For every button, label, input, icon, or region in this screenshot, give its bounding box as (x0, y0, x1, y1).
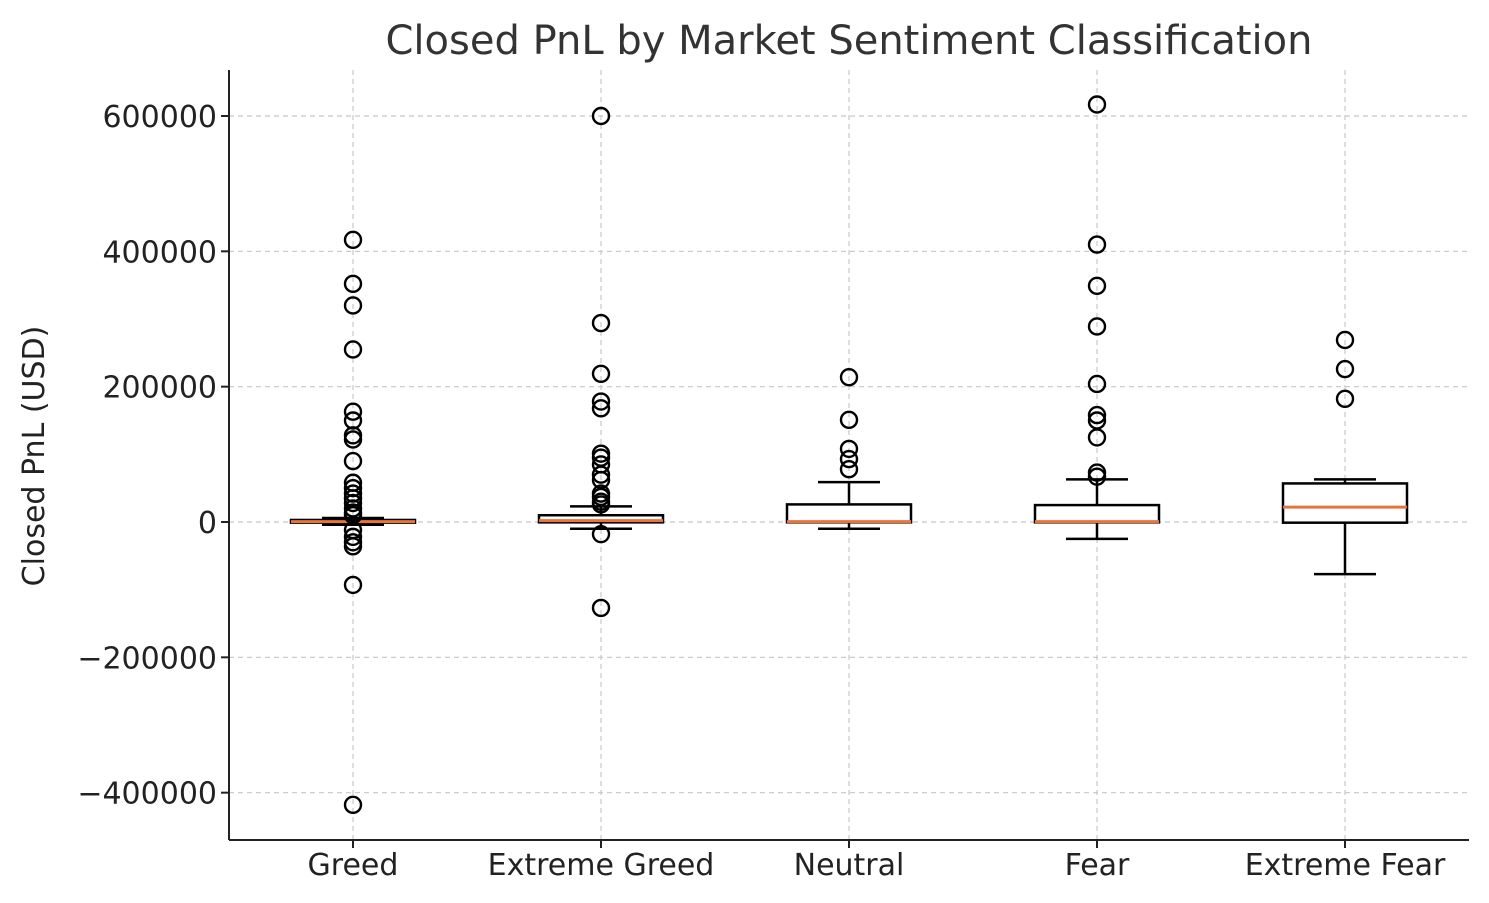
outlier-point (1087, 374, 1107, 394)
outlier-point (591, 106, 611, 126)
box-group (1033, 95, 1161, 541)
outlier-point (343, 451, 363, 471)
outlier-point (343, 274, 363, 294)
outlier-point (1335, 359, 1355, 379)
y-tick-label: 0 (198, 506, 217, 541)
grid-layer (229, 70, 1469, 840)
outlier-point (839, 460, 859, 479)
outlier-point (1087, 235, 1107, 254)
outlier-point (343, 493, 363, 513)
iqr-box (1281, 482, 1409, 524)
outlier-point (1335, 330, 1355, 350)
outlier-point (1087, 95, 1107, 114)
y-tick-label: −400000 (77, 777, 217, 812)
box-layer (289, 95, 1409, 815)
tick-layer: 600000 400000 200000 0 −200000 −400000 Greed Ex… (77, 100, 1446, 883)
outlier-point (591, 465, 611, 484)
x-tick-label: Fear (1065, 848, 1130, 883)
x-tick-label: Extreme Greed (488, 848, 715, 883)
y-tick-label: 200000 (102, 371, 217, 406)
axis-layer (228, 70, 1469, 841)
x-tick-label: Neutral (794, 848, 905, 883)
y-tick-label: −200000 (77, 641, 217, 676)
x-tick-label: Greed (308, 848, 399, 883)
outlier-point (1087, 405, 1107, 425)
outlier-point (343, 537, 363, 556)
outlier-point (591, 399, 611, 418)
box-group (1281, 330, 1409, 576)
box-group (537, 106, 665, 618)
outlier-point (591, 487, 611, 507)
outlier-point (591, 598, 611, 618)
x-tick-label: Extreme Fear (1245, 848, 1446, 883)
outlier-point (1087, 317, 1107, 336)
outlier-point (1087, 428, 1107, 447)
box-group (785, 367, 913, 531)
y-axis-label: Closed PnL (USD) (17, 326, 52, 587)
outlier-point (343, 430, 363, 449)
box-group (289, 230, 417, 815)
iqr-box (785, 503, 913, 524)
iqr-box (537, 513, 665, 524)
outlier-point (591, 392, 611, 411)
outlier-point (839, 439, 859, 459)
outlier-point (591, 524, 611, 544)
outlier-point (1335, 389, 1355, 409)
y-tick-label: 600000 (102, 100, 217, 135)
outlier-point (343, 795, 363, 815)
outlier-point (343, 527, 363, 547)
iqr-box (1033, 503, 1161, 524)
chart-title: Closed PnL by Market Sentiment Classific… (386, 18, 1313, 64)
outlier-point (343, 296, 363, 315)
outlier-point (839, 367, 859, 387)
outlier-point (591, 364, 611, 384)
outlier-point (343, 575, 363, 595)
outlier-point (591, 495, 611, 514)
outlier-point (1087, 467, 1107, 486)
outlier-point (343, 230, 363, 250)
outlier-point (343, 402, 363, 421)
outlier-point (839, 410, 859, 430)
outlier-point (1087, 276, 1107, 296)
y-tick-label: 400000 (102, 235, 217, 270)
outlier-point (591, 313, 611, 333)
outlier-point (343, 340, 363, 359)
outlier-point (839, 449, 859, 469)
